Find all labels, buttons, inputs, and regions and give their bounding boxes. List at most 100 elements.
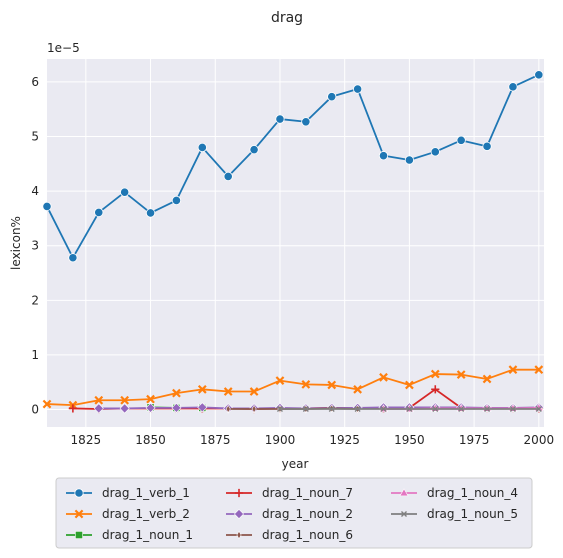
data-point bbox=[432, 405, 439, 412]
data-point bbox=[197, 142, 207, 153]
series-drag_1_verb_2 bbox=[42, 365, 544, 410]
y-axis: 0 1 2 3 4 5 6 bbox=[31, 75, 39, 417]
data-point bbox=[74, 509, 84, 519]
x-axis-label: year bbox=[282, 457, 309, 471]
y-tick-label: 4 bbox=[31, 184, 39, 198]
data-point bbox=[68, 404, 77, 413]
legend-label: drag_1_noun_7 bbox=[262, 486, 353, 500]
data-point bbox=[234, 488, 244, 498]
chart-title: drag bbox=[271, 10, 303, 26]
data-point bbox=[404, 155, 414, 165]
data-point bbox=[353, 384, 363, 394]
legend-item: drag_1_noun_6 bbox=[226, 528, 353, 542]
data-point bbox=[171, 195, 182, 206]
x-tick-label: 1900 bbox=[265, 433, 296, 447]
data-point bbox=[301, 380, 311, 389]
data-point bbox=[430, 369, 440, 379]
series-line bbox=[46, 368, 539, 407]
data-point bbox=[379, 372, 388, 382]
data-point bbox=[120, 187, 130, 197]
data-point bbox=[42, 201, 52, 212]
legend-item: drag_1_noun_4 bbox=[391, 486, 518, 500]
data-point bbox=[508, 365, 518, 375]
data-point bbox=[327, 92, 337, 102]
data-point bbox=[508, 82, 518, 92]
y-multiplier-label: 1e−5 bbox=[47, 41, 80, 55]
legend-label: drag_1_verb_1 bbox=[102, 486, 190, 500]
legend-item: drag_1_verb_1 bbox=[66, 486, 190, 500]
data-point bbox=[75, 531, 83, 539]
data-point bbox=[223, 387, 233, 396]
y-axis-label: lexicon% bbox=[9, 216, 23, 270]
y-tick-label: 6 bbox=[31, 75, 39, 89]
data-point bbox=[94, 207, 104, 218]
data-point bbox=[249, 145, 259, 155]
series-layer bbox=[42, 70, 544, 414]
x-tick-label: 1975 bbox=[459, 433, 490, 447]
data-point bbox=[327, 380, 337, 390]
data-point bbox=[458, 405, 465, 412]
data-point bbox=[120, 395, 130, 405]
y-tick-label: 1 bbox=[31, 348, 39, 362]
data-point bbox=[225, 404, 231, 414]
data-point bbox=[378, 151, 389, 161]
data-point bbox=[68, 253, 78, 263]
data-point bbox=[456, 370, 466, 379]
legend-label: drag_1_noun_6 bbox=[262, 528, 353, 542]
data-point bbox=[302, 405, 309, 412]
legend-label: drag_1_noun_2 bbox=[262, 507, 353, 521]
plot-area bbox=[47, 59, 544, 427]
data-point bbox=[236, 530, 242, 540]
legend-label: drag_1_noun_4 bbox=[427, 486, 518, 500]
data-point bbox=[145, 402, 156, 413]
legend-item: drag_1_noun_1 bbox=[66, 528, 193, 542]
data-point bbox=[172, 388, 181, 398]
data-point bbox=[534, 70, 544, 80]
data-point bbox=[399, 488, 409, 497]
data-point bbox=[380, 405, 387, 412]
data-point bbox=[534, 365, 544, 375]
data-point bbox=[400, 510, 408, 518]
data-point bbox=[42, 399, 52, 409]
legend-item: drag_1_noun_7 bbox=[226, 486, 353, 500]
legend-item: drag_1_verb_2 bbox=[66, 507, 190, 521]
x-tick-label: 2000 bbox=[524, 433, 555, 447]
data-point bbox=[171, 402, 182, 413]
x-tick-label: 1850 bbox=[135, 433, 166, 447]
data-point bbox=[430, 147, 440, 157]
series-drag_1_verb_1 bbox=[42, 70, 544, 263]
x-tick-label: 1875 bbox=[200, 433, 231, 447]
data-point bbox=[456, 135, 466, 145]
data-point bbox=[406, 405, 413, 412]
legend-label: drag_1_noun_5 bbox=[427, 507, 518, 521]
legend-label: drag_1_noun_1 bbox=[102, 528, 193, 542]
data-point bbox=[275, 376, 285, 385]
x-tick-label: 1925 bbox=[329, 433, 360, 447]
y-tick-label: 2 bbox=[31, 293, 39, 307]
data-point bbox=[431, 385, 440, 394]
data-point bbox=[353, 84, 363, 94]
data-point bbox=[146, 394, 155, 404]
data-point bbox=[74, 488, 84, 498]
data-point bbox=[328, 405, 335, 412]
data-point bbox=[145, 208, 156, 218]
data-point bbox=[93, 403, 104, 414]
data-point bbox=[482, 374, 492, 384]
data-point bbox=[197, 402, 208, 413]
data-point bbox=[354, 405, 361, 412]
series-drag_1_noun_5 bbox=[276, 405, 542, 412]
data-point bbox=[119, 403, 130, 414]
x-axis: 1825 1850 1875 1900 1925 1950 1975 2000 bbox=[71, 433, 555, 447]
y-tick-label: 0 bbox=[31, 403, 39, 417]
data-point bbox=[276, 405, 283, 412]
x-tick-label: 1950 bbox=[394, 433, 425, 447]
data-point bbox=[249, 387, 259, 396]
y-tick-label: 3 bbox=[31, 239, 39, 253]
data-point bbox=[509, 405, 516, 412]
data-point bbox=[197, 384, 207, 394]
legend-label: drag_1_verb_2 bbox=[102, 507, 190, 521]
series-line bbox=[46, 74, 540, 259]
data-point bbox=[275, 114, 285, 124]
data-point bbox=[484, 405, 491, 412]
